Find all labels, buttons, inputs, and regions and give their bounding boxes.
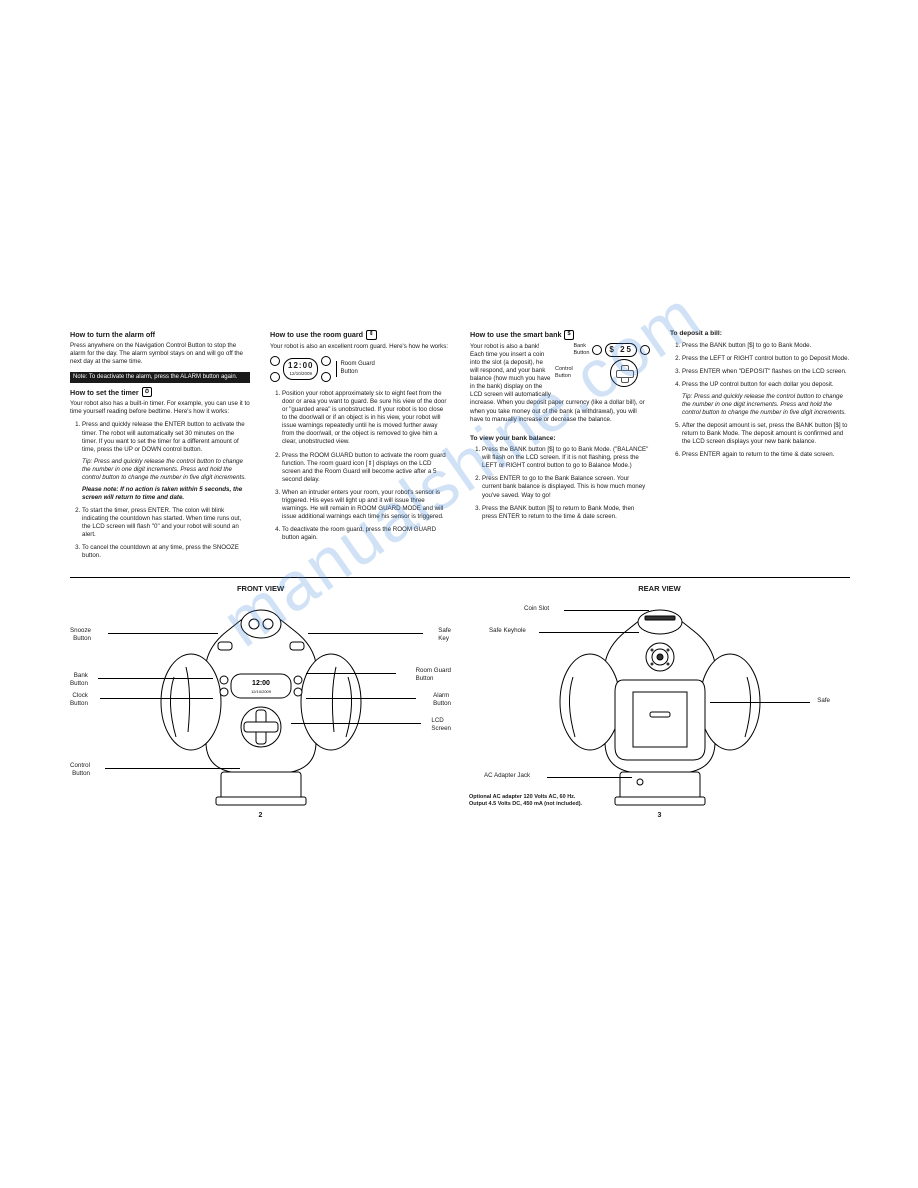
heading-room-guard: How to use the room guard ⇕ [270, 330, 450, 340]
label: Room Guard [340, 361, 374, 369]
step: Press ENTER to go to the Bank Balance sc… [482, 475, 650, 499]
callout-alarm: Alarm Button [433, 692, 451, 708]
button-icon [592, 345, 602, 355]
callout-keyhole: Safe Keyhole [489, 627, 526, 635]
guard-steps: Position your robot approximately six to… [270, 390, 450, 542]
page-number: 2 [70, 811, 451, 820]
rear-view-panel: REAR VIEW [469, 584, 850, 820]
step: To deactivate the room guard, press the … [282, 526, 450, 542]
callout-coinslot: Coin Slot [524, 605, 549, 613]
step: After the deposit amount is set, press t… [682, 422, 850, 446]
callout-clock: Clock Button [70, 692, 88, 708]
step: Press ENTER when "DEPOSIT" flashes on th… [682, 368, 850, 376]
step: To cancel the countdown at any time, pre… [82, 544, 250, 560]
step: Press the ROOM GUARD button to activate … [282, 452, 450, 484]
page-number: 3 [469, 811, 850, 820]
please-note: Please note: If no action is taken withi… [82, 486, 250, 502]
lcd-screen: 12:00 12/10/2009 [283, 358, 318, 380]
button-icon [270, 356, 280, 366]
front-view-title: FRONT VIEW [70, 584, 451, 594]
button-icon [640, 345, 650, 355]
deposit-steps: Press the BANK button [$] to go to Bank … [670, 342, 850, 460]
para: Press anywhere on the Navigation Control… [70, 342, 250, 366]
manual-page: How to turn the alarm off Press anywhere… [70, 330, 850, 820]
callout-safekey: Safe Key [438, 627, 451, 643]
label: BankButton [574, 343, 590, 357]
label: Button [340, 369, 374, 377]
callout-bank: Bank Button [70, 672, 88, 688]
timer-steps: Press and quickly release the ENTER butt… [70, 421, 250, 560]
callout-roomguard: Room Guard Button [416, 667, 451, 683]
para: Your robot also has a built-in timer. Fo… [70, 400, 250, 416]
rear-robot-area: Coin Slot Safe Keyhole Safe AC Adapter J… [469, 597, 850, 807]
balance-steps: Press the BANK button [$] to go to Bank … [470, 446, 650, 521]
callout-control: Control Button [70, 762, 90, 778]
divider [70, 577, 850, 578]
heading-alarm-off: How to turn the alarm off [70, 330, 250, 339]
step: Position your robot approximately six to… [282, 390, 450, 446]
tip: Tip: Press and quickly release the contr… [682, 393, 850, 417]
callout-jack: AC Adapter Jack [484, 772, 530, 780]
subheading-deposit: To deposit a bill: [670, 330, 850, 339]
guard-icon: ⇕ [366, 330, 377, 340]
step: Press the BANK button [$] to go to Bank … [682, 342, 850, 350]
lcd-date: 12/10/2009 [288, 371, 313, 377]
step: Press and quickly release the ENTER butt… [82, 421, 250, 502]
footer-note: Optional AC adapter 120 Volts AC, 60 Hz.… [469, 794, 582, 808]
step: To start the timer, press ENTER. The col… [82, 507, 250, 539]
para: Your robot is also an excellent room gua… [270, 343, 450, 351]
column-1: How to turn the alarm off Press anywhere… [70, 330, 250, 565]
step: Press the LEFT or RIGHT control button t… [682, 355, 850, 363]
heading-set-timer: How to set the timer ⏱ [70, 387, 250, 397]
button-icon [321, 372, 331, 382]
subheading-balance: To view your bank balance: [470, 435, 650, 444]
bank-diagram: BankButton $ 25 ControlButton [555, 343, 650, 389]
heading-text: How to use the room guard [270, 330, 363, 339]
rear-view-title: REAR VIEW [469, 584, 850, 594]
button-icon [321, 356, 331, 366]
tip: Tip: Press and quickly release the contr… [82, 458, 250, 482]
lcd-screen: $ 25 [605, 343, 637, 357]
step: Press the BANK button [$] to go to Bank … [482, 446, 650, 470]
lcd-callout: Room Guard Button [336, 361, 374, 377]
button-icon [270, 372, 280, 382]
heading-text: How to use the smart bank [470, 330, 561, 339]
callout-snooze: Snooze Button [70, 627, 91, 643]
svg-text:12:00: 12:00 [252, 680, 270, 687]
heading-smart-bank: How to use the smart bank $ [470, 330, 650, 340]
diagram-views: FRONT VIEW [70, 584, 850, 820]
lcd-diagram: 12:00 12/10/2009 Room Guard Button [270, 356, 450, 382]
step: Press ENTER again to return to the time … [682, 451, 850, 459]
column-4: To deposit a bill: Press the BANK button… [670, 330, 850, 565]
step: When an intruder enters your room, your … [282, 489, 450, 521]
timer-icon: ⏱ [142, 387, 152, 397]
step-text: Press the UP control button for each dol… [682, 381, 834, 388]
label: ControlButton [555, 366, 573, 380]
step: Press the BANK button [$] to return to B… [482, 505, 650, 521]
column-2: How to use the room guard ⇕ Your robot i… [270, 330, 450, 565]
lcd-time: 12:00 [288, 361, 313, 371]
step: Press the UP control button for each dol… [682, 381, 850, 417]
bank-icon: $ [564, 330, 573, 340]
step-text: Press and quickly release the ENTER butt… [82, 421, 245, 452]
heading-text: How to set the timer [70, 388, 139, 397]
text-columns: How to turn the alarm off Press anywhere… [70, 330, 850, 565]
front-robot-area: 12:00 12/10/2009 Snooze Button Bank Butt… [70, 597, 451, 807]
lcd-value: $ 25 [609, 345, 633, 355]
note-box: Note: To deactivate the alarm, press the… [70, 372, 250, 384]
callout-lcd: LCD Screen [431, 717, 451, 733]
column-3: How to use the smart bank $ BankButton $… [470, 330, 650, 565]
front-view-panel: FRONT VIEW [70, 584, 451, 820]
dpad-icon [610, 359, 638, 387]
callout-safe: Safe [817, 697, 830, 705]
svg-text:12/10/2009: 12/10/2009 [250, 689, 271, 694]
